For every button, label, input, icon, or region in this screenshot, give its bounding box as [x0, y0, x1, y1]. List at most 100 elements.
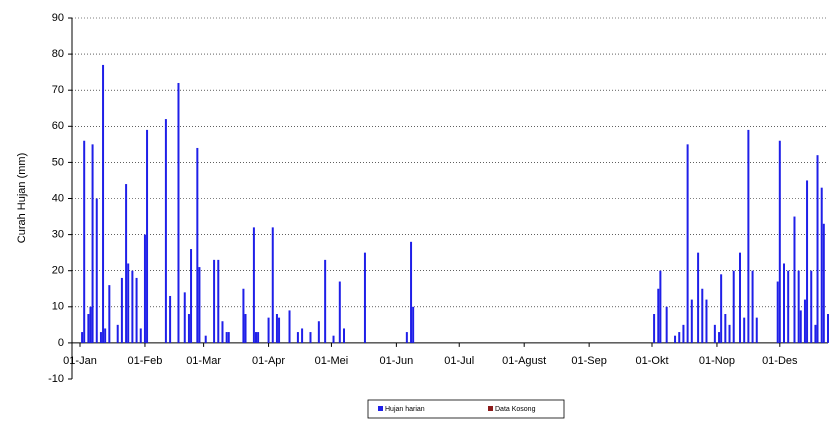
bar [213, 259, 216, 343]
bar [257, 332, 260, 343]
bar [778, 140, 781, 343]
y-axis-label: Curah Hujan (mm) [16, 153, 28, 243]
bar [278, 317, 281, 343]
bar [686, 144, 689, 343]
bar [131, 270, 134, 343]
bar [217, 259, 220, 343]
bar [87, 314, 90, 343]
bar [701, 288, 704, 343]
bar [787, 270, 790, 343]
bar [728, 324, 731, 343]
bar [713, 324, 716, 343]
x-tick-label: 01-Des [762, 355, 798, 367]
y-tick-label: -10 [48, 373, 64, 385]
bar [89, 306, 92, 343]
x-tick-label: 01-Feb [128, 355, 163, 367]
bar [814, 324, 817, 343]
bar [309, 332, 312, 343]
bar [799, 310, 802, 343]
bar [225, 332, 228, 343]
bar [653, 314, 656, 343]
bar [198, 267, 201, 343]
bar [747, 129, 750, 343]
bar [363, 252, 366, 343]
bar [822, 223, 825, 343]
x-tick-label: 01-Agust [502, 355, 546, 367]
bar [169, 295, 172, 343]
bar [125, 184, 128, 343]
bar [776, 281, 779, 343]
y-tick-label: 60 [52, 120, 64, 132]
bar [139, 328, 142, 343]
y-tick-label: 70 [52, 84, 64, 96]
bar [755, 317, 758, 343]
bar [296, 332, 299, 343]
x-tick-label: 01-Jun [380, 355, 414, 367]
y-tick-label: 30 [52, 229, 64, 241]
x-tick-label: 01-Apr [252, 355, 285, 367]
bar [187, 314, 190, 343]
bar [190, 249, 193, 343]
bar [332, 335, 335, 343]
bar [803, 299, 806, 343]
bar [705, 299, 708, 343]
bar [227, 332, 230, 343]
bar [659, 270, 662, 343]
x-tick-label: 01-Jul [444, 355, 474, 367]
bar [751, 270, 754, 343]
bar [665, 306, 668, 343]
bar [177, 82, 180, 343]
bar [743, 317, 746, 343]
bar [255, 332, 257, 343]
bar [143, 234, 146, 343]
bar [657, 288, 660, 343]
bar [91, 144, 94, 343]
bar [405, 332, 408, 343]
bar [99, 332, 102, 343]
bar [164, 119, 167, 343]
bar [343, 328, 345, 343]
y-tick-label: 10 [52, 301, 64, 313]
bar [120, 277, 123, 343]
bar [793, 216, 796, 343]
x-tick-label: 01-Jan [63, 355, 97, 367]
y-tick-label: 0 [58, 337, 64, 349]
bar [412, 306, 415, 343]
bar [288, 310, 291, 343]
bar [252, 227, 255, 343]
x-tick-label: 01-Mar [186, 355, 221, 367]
bar [797, 270, 800, 343]
y-tick-label: 40 [52, 192, 64, 204]
bar [732, 270, 735, 343]
bar [221, 321, 224, 343]
legend-swatch [378, 406, 383, 411]
bar [827, 314, 829, 343]
bar [697, 252, 700, 343]
y-tick-label: 20 [52, 265, 64, 277]
bar [410, 241, 413, 343]
bar [739, 252, 741, 343]
bar [108, 285, 111, 343]
bar [816, 155, 819, 343]
bar [204, 335, 207, 343]
legend-label: Hujan harian [385, 406, 425, 413]
x-tick-label: 01-Sep [571, 355, 606, 367]
bar [820, 187, 823, 343]
bar [338, 281, 341, 343]
bar [682, 324, 685, 343]
x-tick-label: 01-Nop [699, 355, 735, 367]
bar [678, 332, 681, 343]
legend-box [367, 399, 565, 419]
bar [116, 324, 119, 343]
bar [690, 299, 693, 343]
bar [806, 180, 809, 343]
bar [244, 314, 247, 343]
bar [81, 332, 84, 343]
bar [183, 292, 186, 343]
legend-swatch [488, 406, 493, 411]
bar [674, 335, 677, 343]
bar [718, 332, 721, 343]
legend-label: Data Kosong [495, 406, 536, 413]
bar [724, 314, 727, 343]
